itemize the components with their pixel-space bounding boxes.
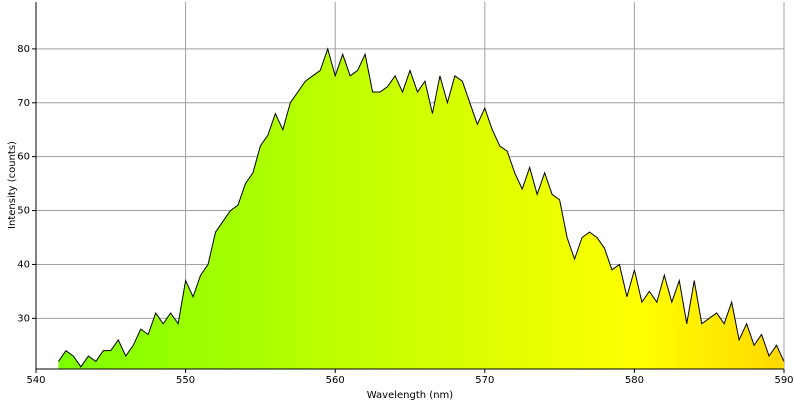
y-tick-label: 60 — [17, 152, 30, 163]
y-tick-label: 70 — [17, 98, 30, 109]
y-tick-label: 40 — [17, 259, 30, 270]
x-axis-label: Wavelength (nm) — [367, 390, 453, 401]
y-tick-label: 30 — [17, 313, 30, 324]
y-tick-label: 50 — [17, 206, 30, 217]
marks-layer — [58, 47, 785, 369]
x-tick-label: 540 — [26, 375, 45, 386]
x-tick-label: 580 — [625, 375, 644, 386]
x-tick-label: 550 — [176, 375, 195, 386]
line — [58, 47, 785, 368]
y-tick-label: 80 — [17, 44, 30, 55]
axes-layer: 540 550 560 570 580 590 30 40 50 60 70 80 — [17, 2, 794, 386]
x-tick-label: 570 — [475, 375, 494, 386]
y-axis-label: Intensity (counts) — [7, 141, 18, 229]
area — [58, 48, 784, 369]
x-tick-label: 560 — [326, 375, 345, 386]
x-tick-label: 590 — [774, 375, 793, 386]
